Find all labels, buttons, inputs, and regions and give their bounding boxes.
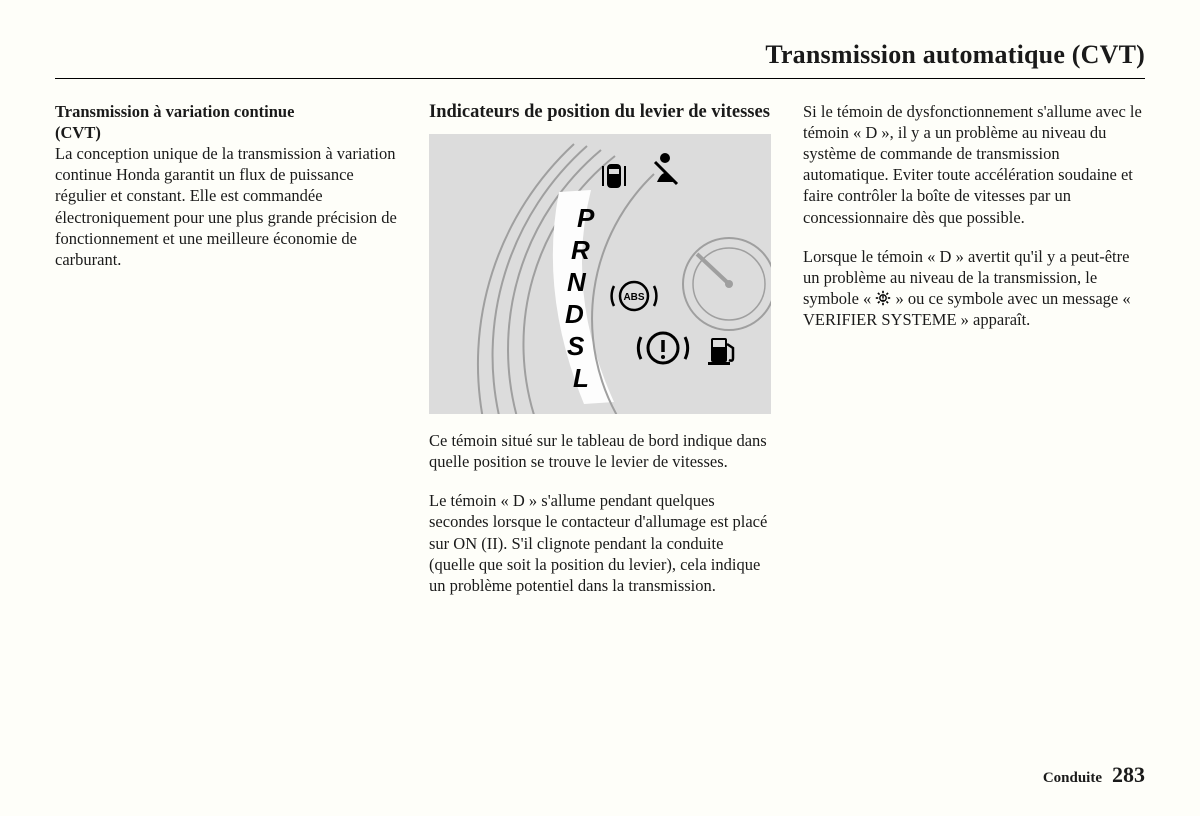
column-3: Si le témoin de dysfonctionnement s'allu…: [803, 101, 1145, 614]
columns-container: Transmission à variation continue (CVT) …: [55, 101, 1145, 614]
page-footer: Conduite 283: [1043, 762, 1145, 788]
gear-warning-icon: [875, 290, 891, 306]
title-divider: [55, 78, 1145, 79]
column-2: Indicateurs de position du levier de vit…: [429, 101, 771, 614]
col1-subhead-line2: (CVT): [55, 123, 101, 142]
gear-letter-r: R: [571, 234, 590, 267]
footer-section: Conduite: [1043, 770, 1102, 786]
svg-text:ABS: ABS: [623, 292, 644, 303]
gear-indicator-figure: ABS PRNDSL: [429, 134, 771, 414]
gear-letter-l: L: [573, 362, 589, 395]
footer-page-number: 283: [1112, 762, 1145, 787]
gear-letter-d: D: [565, 298, 584, 331]
column-1: Transmission à variation continue (CVT) …: [55, 101, 397, 614]
col1-paragraph: Transmission à variation continue (CVT) …: [55, 101, 397, 270]
col2-subhead: Indicateurs de position du levier de vit…: [429, 101, 771, 124]
gear-letter-s: S: [567, 330, 584, 363]
col1-subhead-line1: Transmission à variation continue: [55, 102, 294, 121]
col2-p1: Ce témoin situé sur le tableau de bord i…: [429, 430, 771, 472]
gear-letter-p: P: [577, 202, 594, 235]
col1-body: La conception unique de la transmission …: [55, 144, 397, 269]
page-title: Transmission automatique (CVT): [55, 40, 1145, 70]
gear-letter-n: N: [567, 266, 586, 299]
col3-p2: Lorsque le témoin « D » avertit qu'il y …: [803, 246, 1145, 330]
col3-p1: Si le témoin de dysfonctionnement s'allu…: [803, 101, 1145, 228]
col2-p2: Le témoin « D » s'allume pendant quelque…: [429, 490, 771, 596]
gauge-arcs-svg: ABS: [429, 134, 771, 414]
